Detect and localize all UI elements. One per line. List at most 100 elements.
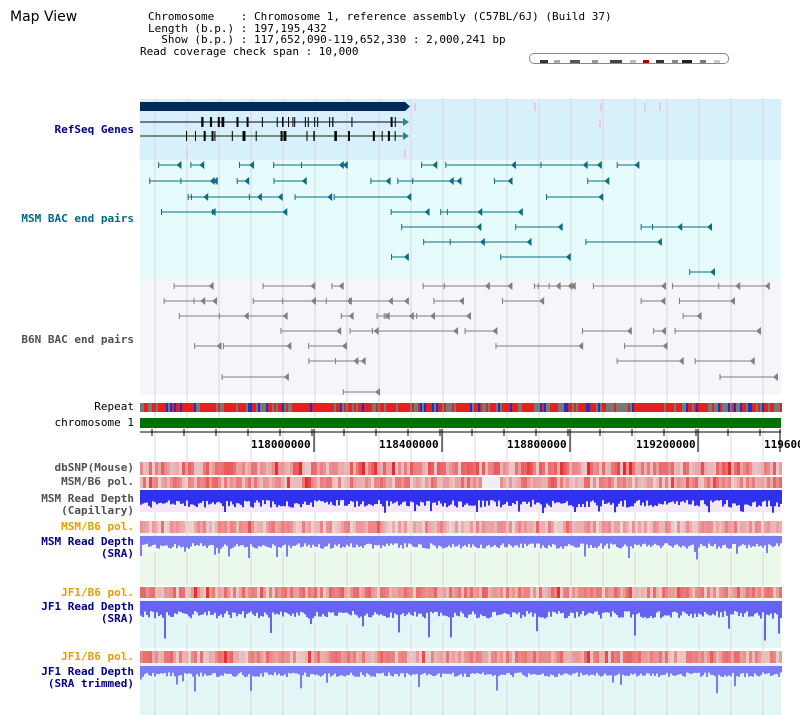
repeat-mark xyxy=(614,403,616,412)
repeat-mark xyxy=(720,403,722,412)
label-repeat[interactable]: Repeat xyxy=(94,400,134,413)
polymorphism-cell xyxy=(650,521,653,533)
depth-bar xyxy=(516,601,518,615)
depth-bar xyxy=(570,490,572,506)
depth-bar xyxy=(694,666,696,673)
polymorphism-cell xyxy=(695,521,698,533)
repeat-mark xyxy=(282,403,284,412)
depth-bar xyxy=(436,536,438,549)
depth-bar xyxy=(732,666,734,673)
polymorphism-cell xyxy=(500,477,503,488)
repeat-mark xyxy=(428,403,430,412)
depth-bar xyxy=(570,601,572,613)
polymorphism-cell xyxy=(563,587,566,598)
polymorphism-cell xyxy=(386,462,389,475)
depth-bar xyxy=(244,490,246,501)
label-msm-bac-end-pairs[interactable]: MSM BAC end pairs xyxy=(21,212,134,225)
depth-bar xyxy=(362,601,364,627)
polymorphism-cell xyxy=(239,587,242,598)
depth-bar xyxy=(364,490,366,507)
depth-bar xyxy=(360,601,362,617)
polymorphism-cell xyxy=(146,587,149,598)
polymorphism-cell xyxy=(692,462,695,475)
bac-end-arrow xyxy=(662,342,668,350)
depth-bar xyxy=(156,601,158,613)
polymorphism-cell xyxy=(359,462,362,475)
bac-end-arrow xyxy=(387,297,393,305)
depth-bar xyxy=(366,666,368,674)
depth-bar xyxy=(528,666,530,674)
polymorphism-cell xyxy=(317,587,320,598)
repeat-mark xyxy=(608,403,610,412)
depth-bar xyxy=(460,490,462,502)
depth-bar xyxy=(758,601,760,616)
repeat-mark xyxy=(184,403,186,412)
bac-end-arrow xyxy=(557,223,563,231)
polymorphism-cell xyxy=(737,587,740,598)
label-refseq-genes[interactable]: RefSeq Genes xyxy=(54,123,134,136)
repeat-mark xyxy=(310,403,312,412)
label-msm-b6-pol-1[interactable]: MSM/B6 pol. xyxy=(61,475,134,488)
depth-bar xyxy=(620,536,622,549)
label-jf1-read-depth-sra-trimmed[interactable]: JF1 Read Depth (SRA trimmed) xyxy=(41,665,134,690)
depth-bar xyxy=(354,536,356,548)
polymorphism-cell xyxy=(404,651,407,663)
polymorphism-cell xyxy=(554,521,557,533)
polymorphism-cell xyxy=(158,477,161,488)
polymorphism-cell xyxy=(251,477,254,488)
polymorphism-cell xyxy=(377,462,380,475)
repeat-mark xyxy=(286,403,288,412)
depth-bar xyxy=(756,601,758,613)
depth-bar xyxy=(428,601,430,638)
depth-bar xyxy=(594,666,596,676)
depth-bar xyxy=(656,490,658,506)
label-jf1-b6-pol-1[interactable]: JF1/B6 pol. xyxy=(61,586,134,599)
depth-bar xyxy=(226,536,228,546)
label-jf1-b6-pol-2[interactable]: JF1/B6 pol. xyxy=(61,650,134,663)
polymorphism-cell xyxy=(593,651,596,663)
depth-bar xyxy=(254,536,256,549)
depth-bar xyxy=(284,666,286,675)
label-msm-read-depth-sra[interactable]: MSM Read Depth (SRA) xyxy=(41,535,134,560)
label-msm-read-depth-capillary[interactable]: MSM Read Depth (Capillary) xyxy=(41,492,134,517)
polymorphism-cell xyxy=(605,587,608,598)
depth-bar xyxy=(508,666,510,673)
repeat-mark xyxy=(548,403,550,412)
repeat-mark xyxy=(386,403,388,412)
depth-bar xyxy=(404,490,406,502)
depth-bar xyxy=(776,536,778,544)
depth-bar xyxy=(418,666,420,687)
polymorphism-cell xyxy=(416,477,419,488)
depth-bar xyxy=(346,666,348,676)
polymorphism-cell xyxy=(626,651,629,663)
polymorphism-cell xyxy=(170,477,173,488)
depth-bar xyxy=(518,666,520,673)
depth-bar xyxy=(670,490,672,503)
depth-bar xyxy=(674,536,676,546)
depth-bar xyxy=(296,490,298,504)
label-jf1-read-depth-sra[interactable]: JF1 Read Depth (SRA) xyxy=(41,600,134,625)
polymorphism-cell xyxy=(662,477,665,488)
depth-bar xyxy=(142,536,144,545)
label-dbsnp[interactable]: dbSNP(Mouse) xyxy=(54,461,134,474)
label-msm-b6-pol-2[interactable]: MSM/B6 pol. xyxy=(61,520,134,533)
depth-bar xyxy=(418,536,420,545)
polymorphism-cell xyxy=(437,477,440,488)
polymorphism-cell xyxy=(704,462,707,475)
polymorphism-cell xyxy=(764,521,767,533)
depth-bar xyxy=(294,601,296,617)
depth-bar xyxy=(582,666,584,676)
polymorphism-cell xyxy=(728,521,731,533)
polymorphism-cell xyxy=(464,462,467,475)
depth-bar xyxy=(714,601,716,616)
depth-bar xyxy=(734,601,736,612)
chromosome-ideogram[interactable] xyxy=(529,53,729,64)
depth-bar xyxy=(308,490,310,505)
polymorphism-cell xyxy=(380,477,383,488)
depth-bar xyxy=(614,490,616,513)
polymorphism-cell xyxy=(395,651,398,663)
polymorphism-cell xyxy=(239,521,242,533)
label-b6n-bac-end-pairs[interactable]: B6N BAC end pairs xyxy=(21,333,134,346)
polymorphism-cell xyxy=(305,462,308,475)
